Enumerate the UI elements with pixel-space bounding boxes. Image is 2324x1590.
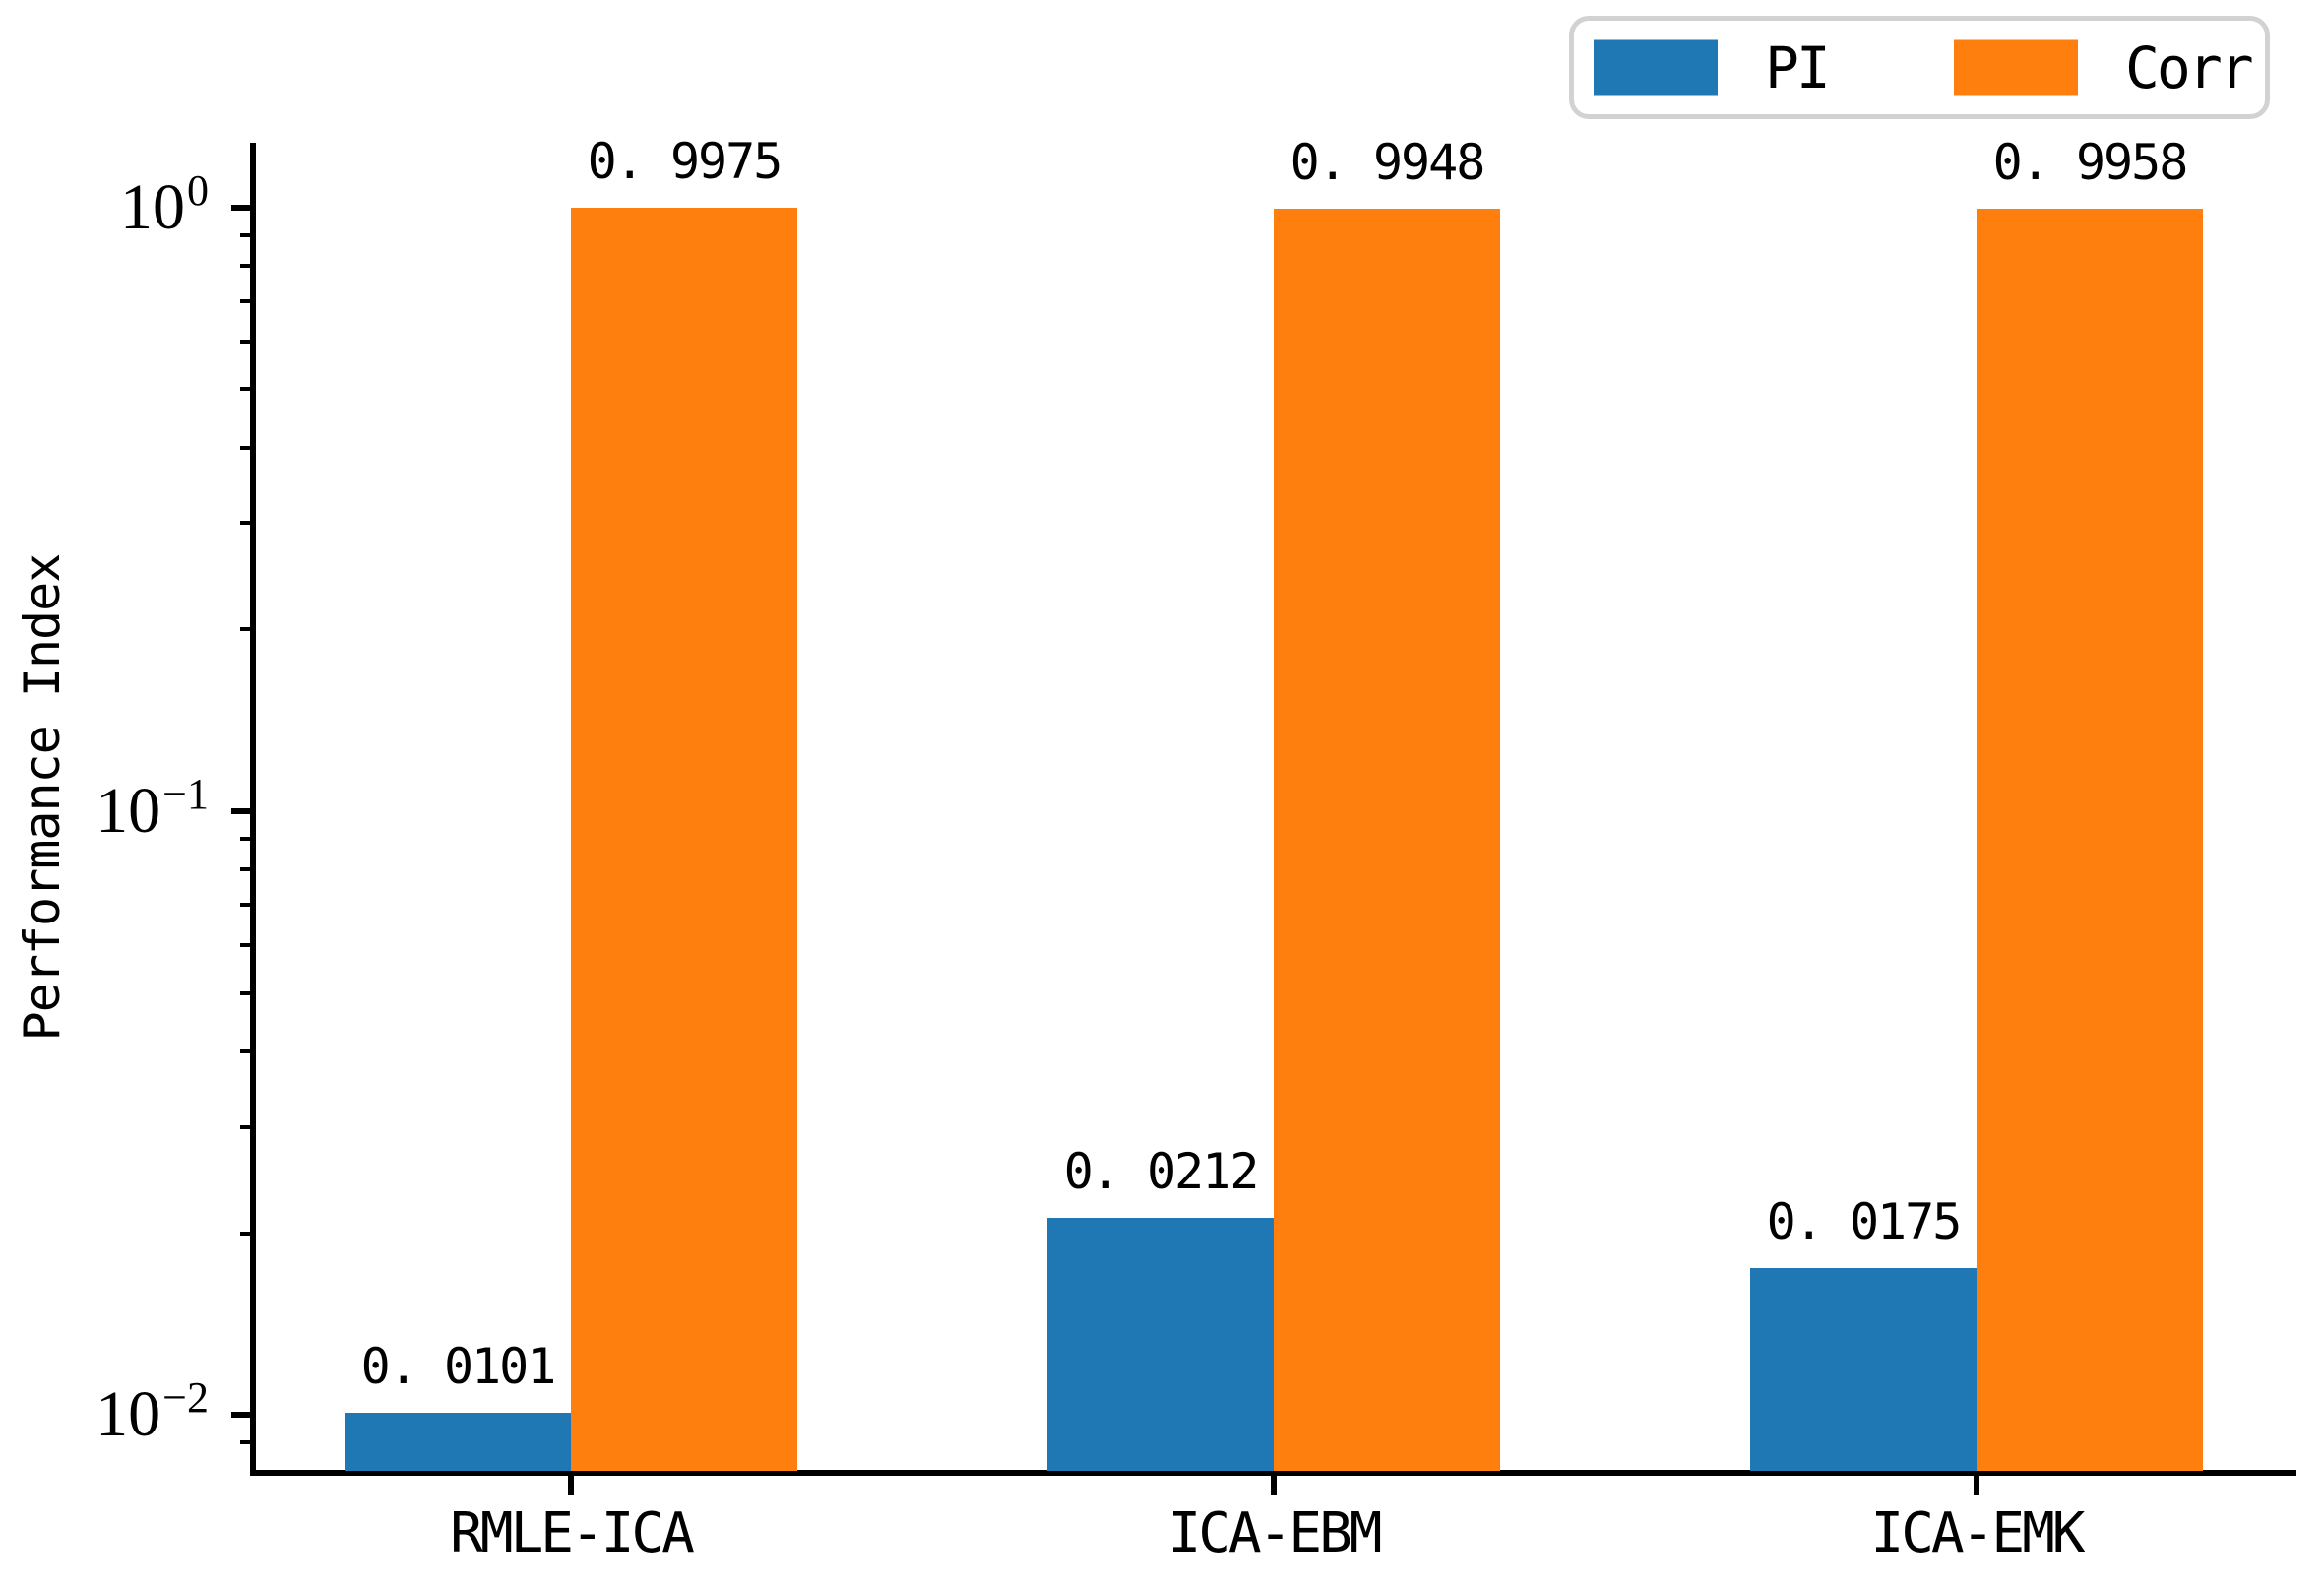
y-tick-label-10e-1: 10−1 [95,769,209,847]
y-minor-tick [240,836,253,841]
legend: PI Corr [1569,16,2270,119]
y-axis-line [250,143,256,1476]
y-minor-tick [240,1440,253,1445]
y-major-tick-10e-2 [231,1412,253,1419]
y-minor-tick [240,263,253,268]
x-tick-ica-emk [1974,1476,1979,1495]
pi-legend-label: PI [1765,33,1831,101]
y-tick-label-10e-2: 10−2 [95,1373,209,1451]
x-tick-label-ica-ebm: ICA-EBM [1167,1501,1382,1565]
pi-bar-rmle-ica [345,1412,571,1471]
y-minor-tick [240,867,253,872]
y-minor-tick [240,445,253,450]
y-minor-tick [240,990,253,995]
y-minor-tick [240,298,253,303]
y-major-tick-10e0 [231,204,253,211]
y-minor-tick [240,232,253,237]
value-label-pi-ica-ebm: 0. 0212 [1063,1143,1260,1201]
value-label-corr-ica-ebm: 0. 9948 [1289,133,1486,191]
corr-bar-rmle-ica [571,208,797,1471]
y-minor-tick [240,942,253,947]
y-minor-tick [240,627,253,632]
x-tick-ica-ebm [1271,1476,1277,1495]
y-minor-tick [240,1124,253,1129]
value-label-pi-rmle-ica: 0. 0101 [360,1337,557,1395]
y-minor-tick [240,1231,253,1236]
y-minor-tick [240,387,253,392]
value-label-corr-ica-emk: 0. 9958 [1992,133,2189,191]
y-axis-title: Performance Index [14,553,71,1042]
y-minor-tick [240,1049,253,1053]
corr-legend-swatch [1954,39,2078,95]
x-axis-line [250,1470,2296,1476]
y-minor-tick [240,902,253,907]
pi-legend-swatch [1594,39,1718,95]
y-tick-label-10e0: 100 [120,165,209,243]
value-label-corr-rmle-ica: 0. 9975 [587,133,784,191]
y-minor-tick [240,339,253,344]
value-label-pi-ica-emk: 0. 0175 [1766,1193,1963,1251]
x-tick-label-ica-emk: ICA-EMK [1870,1501,2085,1565]
x-tick-label-rmle-ica: RMLE-ICA [450,1501,695,1565]
corr-bar-ica-emk [1977,208,2203,1471]
x-tick-rmle-ica [568,1476,574,1495]
y-major-tick-10e-1 [231,807,253,814]
pi-bar-ica-emk [1750,1268,1977,1471]
y-minor-tick [240,521,253,526]
corr-bar-ica-ebm [1274,208,1500,1471]
corr-legend-label: Corr [2125,33,2254,101]
pi-bar-ica-ebm [1047,1218,1274,1471]
